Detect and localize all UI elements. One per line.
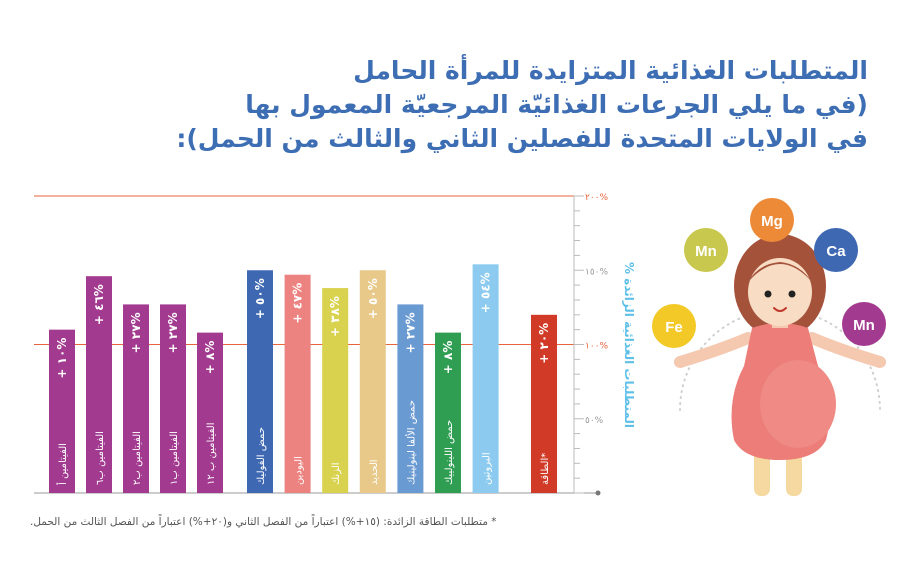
bar-value-label: + ٢٠% — [537, 323, 551, 364]
nutrient-ca-icon: Ca — [814, 228, 858, 272]
bar — [247, 270, 273, 493]
bar-category-label: حمض اللينولييك — [444, 420, 455, 485]
bar — [359, 270, 386, 493]
nutrient-mn2-icon: Mn — [842, 302, 886, 346]
bar — [160, 304, 186, 493]
title-line-1: المتطلبات الغذائية المتزايدة للمرأة الحا… — [353, 56, 868, 85]
bar-category-label: اليودين — [294, 456, 305, 485]
nutrient-mn-icon: Mn — [684, 228, 728, 272]
bar — [284, 274, 311, 493]
bar — [531, 314, 557, 493]
bar-category-label: الفيتامين ب٦ — [95, 431, 106, 485]
bar-category-label: الطاقة* — [540, 453, 551, 485]
y-tick-label: ٢٠٠% — [585, 193, 609, 203]
bar — [123, 304, 149, 493]
x-axis-end-dot — [595, 490, 601, 496]
pregnant-woman-illustration: Mg Mn Ca Fe Mn — [652, 198, 886, 496]
bar-value-label: + ٨% — [441, 341, 455, 375]
bar-value-label: + ٥٤% — [479, 272, 493, 313]
y-tick-label: ١٥٠% — [585, 267, 609, 277]
bar-category-label: الفيتامين ب١ — [169, 431, 180, 485]
bar-value-label: + ٣٨% — [328, 296, 342, 337]
y-tick-label: ٥٠% — [585, 416, 604, 426]
bar-category-label: الفيتامين أ — [56, 443, 69, 485]
bar-category-label: الزنك — [331, 462, 342, 485]
bar-value-label: + ٤٦% — [92, 284, 106, 325]
bar — [49, 329, 75, 493]
bar-value-label: + ٢٧% — [166, 312, 180, 353]
bar — [197, 332, 223, 493]
bar — [397, 304, 424, 493]
bar-category-label: حمض الفوليك — [256, 427, 267, 485]
bar-category-label: حمض الألفا لينولينيك — [404, 400, 417, 485]
bar — [435, 332, 461, 493]
nutrient-fe-icon: Fe — [652, 304, 696, 348]
bar-value-label: + ٤٧% — [291, 283, 305, 324]
bar-value-label: + ٨% — [203, 341, 217, 375]
bar-value-label: + ٥٠% — [253, 278, 267, 319]
title-line-3: في الولايات المتحدة للفصلين الثاني والثا… — [176, 124, 868, 153]
nutrient-mg-icon: Mg — [750, 198, 794, 242]
y-tick-label: ١٠٠% — [585, 342, 609, 352]
bar — [86, 276, 112, 493]
svg-text:Mn: Mn — [695, 243, 717, 260]
svg-text:Ca: Ca — [826, 243, 846, 260]
bar-value-label: + ٢٧% — [403, 312, 417, 353]
bar-value-label: + ٢٧% — [129, 312, 143, 353]
bar-value-label: + ١٠% — [55, 338, 69, 379]
bar — [472, 264, 499, 493]
bar-category-label: الحديد — [369, 459, 380, 485]
bar-category-label: الفيتامين ب ١٢ — [206, 423, 217, 485]
bar — [322, 288, 349, 493]
bar-category-label: الفيتامين ب٢ — [132, 431, 143, 485]
bar-category-label: البروتين — [482, 452, 493, 485]
y-axis-label: % المتطلبات الغذائية الزائدة — [622, 262, 636, 428]
svg-text:Mn: Mn — [853, 317, 875, 334]
footnote: * متطلبات الطاقة الزائدة: (١٥+%) اعتبارا… — [30, 516, 497, 528]
title-line-2: (في ما يلي الجرعات الغذائيّة المرجعيّة ا… — [245, 90, 868, 119]
bar-value-label: + ٥٠% — [366, 278, 380, 319]
svg-text:Mg: Mg — [761, 213, 783, 230]
page-title: المتطلبات الغذائية المتزايدة للمرأة الحا… — [108, 54, 868, 156]
svg-text:Fe: Fe — [665, 319, 683, 336]
